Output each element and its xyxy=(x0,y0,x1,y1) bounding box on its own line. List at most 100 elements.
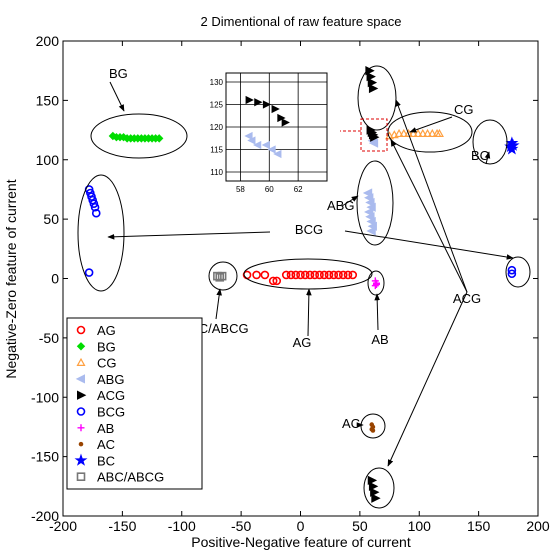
inset-point-acg xyxy=(277,113,286,123)
zoom-region-box xyxy=(360,118,388,152)
point-cg xyxy=(427,128,437,138)
x-tick-label: -200 xyxy=(49,518,77,534)
inset-point-acg xyxy=(281,118,290,127)
point-abg xyxy=(366,226,376,236)
inset-point-abg xyxy=(267,145,276,154)
annotation-label: AB xyxy=(371,332,388,347)
inset-x-tick-label: 62 xyxy=(294,185,303,194)
legend-label: CG xyxy=(97,356,117,371)
annotation-label: BG xyxy=(109,66,128,81)
legend-marker xyxy=(76,325,86,335)
legend-marker xyxy=(76,407,86,416)
point-acg xyxy=(371,493,381,503)
legend-label: AB xyxy=(97,421,114,436)
point-ab xyxy=(373,280,380,288)
point-cg xyxy=(423,128,433,138)
inset-y-tick-label: 130 xyxy=(210,78,224,87)
point-ag xyxy=(272,276,282,286)
annotation-arrow xyxy=(395,99,468,293)
annotation-arrow xyxy=(306,288,312,337)
point-ag xyxy=(324,270,334,280)
point-ab xyxy=(371,282,379,290)
inset-point-acg xyxy=(262,100,272,109)
annotation-arrow xyxy=(387,291,468,467)
point-abc-abcg xyxy=(213,271,222,281)
legend-marker xyxy=(76,357,86,366)
legend-label: BCG xyxy=(97,405,125,420)
annotation-arrow xyxy=(107,231,271,240)
annotation-ellipse xyxy=(77,174,125,292)
inset-y-tick-label: 110 xyxy=(210,168,223,177)
point-abc-abcg xyxy=(215,273,225,282)
annotation-ellipse xyxy=(90,113,188,159)
y-tick-label: 0 xyxy=(51,271,59,287)
y-tick-label: -150 xyxy=(31,449,59,465)
annotation-arrow xyxy=(344,230,514,260)
inset-point-abg xyxy=(253,140,262,150)
point-ag xyxy=(338,270,348,280)
point-cg xyxy=(413,128,423,138)
point-bcg xyxy=(507,265,517,275)
x-tick-label: 200 xyxy=(526,518,550,534)
y-tick-label: 150 xyxy=(36,92,60,108)
point-ag xyxy=(252,270,261,280)
inset-x-tick-label: 60 xyxy=(265,185,274,194)
y-tick-label: 50 xyxy=(43,211,59,227)
y-tick-label: -200 xyxy=(31,508,59,524)
annotation-callouts: BG CG BC ABG BCG ABC/ABCG AG AB ACG AC xyxy=(77,65,531,509)
inset-x-tick-label: 58 xyxy=(236,185,245,194)
annotation-label: CG xyxy=(454,102,474,117)
annotation-ellipse xyxy=(208,261,238,291)
point-cg xyxy=(404,128,414,138)
legend-label: BC xyxy=(97,453,115,468)
point-acg xyxy=(370,132,380,142)
annotation-arrow xyxy=(484,151,491,165)
point-ag xyxy=(310,270,320,280)
x-tick-label: -100 xyxy=(168,518,196,534)
x-tick-label: -50 xyxy=(231,518,251,534)
annotation-ellipse xyxy=(357,65,397,131)
point-bcg xyxy=(84,268,94,277)
axis-ticks: -200 -150 -100 -50 0 50 100 150 200 -200 -150 -100 -… xyxy=(31,33,550,534)
point-ag xyxy=(319,270,329,280)
x-tick-label: 100 xyxy=(408,518,432,534)
point-ag xyxy=(281,270,291,280)
legend-marker xyxy=(78,441,84,447)
annotation-label: BC xyxy=(471,148,489,163)
annotation-label: BCG xyxy=(295,222,323,237)
legend-box xyxy=(66,317,203,490)
point-bcg xyxy=(90,202,100,212)
annotation-label: AC xyxy=(342,416,360,431)
inset-point-acg xyxy=(271,104,280,114)
x-axis-label: Positive-Negative feature of current xyxy=(191,534,411,550)
annotation-label: ACG xyxy=(453,291,481,306)
legend-marker xyxy=(76,342,86,351)
inset-point-acg xyxy=(245,95,254,105)
point-ag xyxy=(329,270,339,280)
inset-point-abg xyxy=(273,149,282,159)
legend-label: AG xyxy=(97,323,116,338)
annotation-label: ABG xyxy=(327,198,354,213)
inset-zoom-plot: 58 60 62 110 115 120 125 130 xyxy=(200,66,340,194)
point-ag xyxy=(334,270,343,280)
inset-point-abg xyxy=(247,136,256,145)
point-abc-abcg xyxy=(217,271,227,281)
point-cg xyxy=(434,128,444,138)
chart-title: 2 Dimentional of raw feature space xyxy=(201,14,402,29)
annotation-label: AG xyxy=(293,335,312,350)
annotation-arrow xyxy=(341,195,359,207)
y-axis-label: Negative-Zero feature of current xyxy=(3,179,19,378)
point-ag xyxy=(348,270,358,280)
point-ag xyxy=(343,270,353,280)
legend-marker xyxy=(77,424,85,432)
inset-point-acg xyxy=(254,98,263,107)
point-ag xyxy=(315,270,324,280)
inset-y-tick-label: 115 xyxy=(210,146,223,155)
inset-point-abg xyxy=(244,131,253,141)
point-cg xyxy=(418,128,428,138)
annotation-arrow xyxy=(374,293,380,331)
point-bcg xyxy=(91,208,101,218)
point-cg xyxy=(399,128,409,138)
